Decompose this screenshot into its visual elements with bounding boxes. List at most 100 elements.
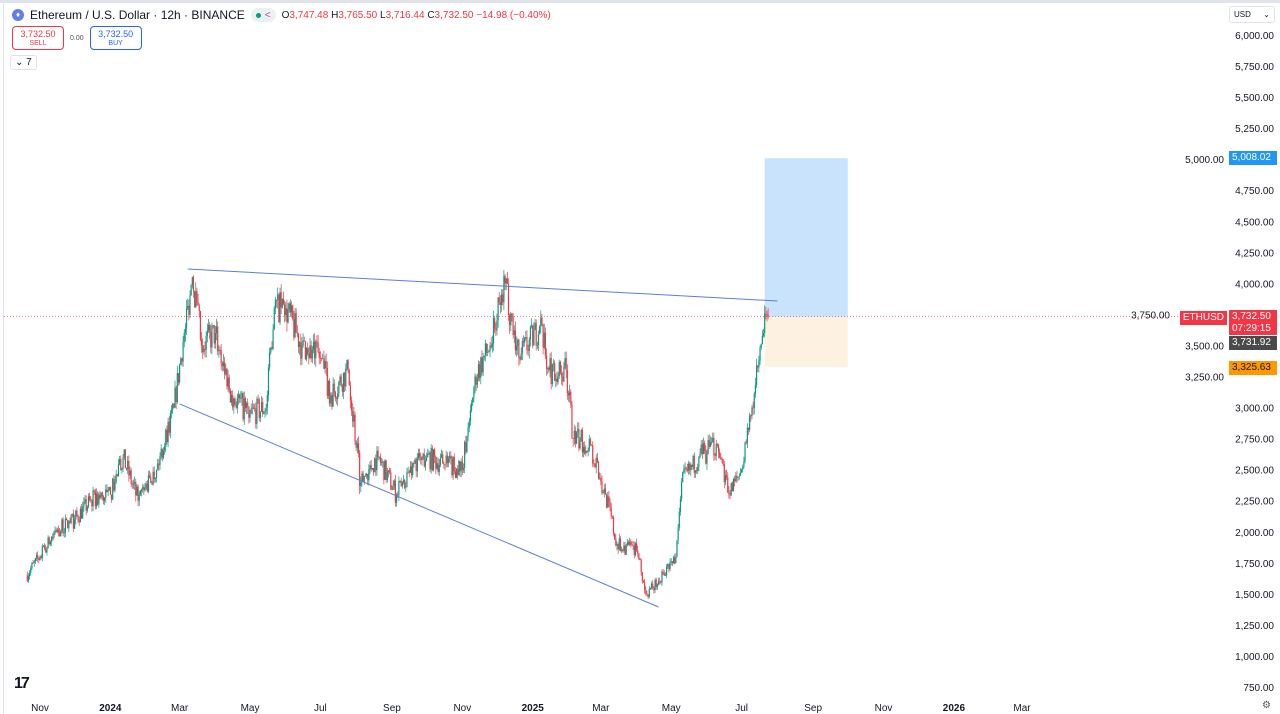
settings-icon[interactable]: ⚙: [1262, 700, 1271, 711]
candle-body: [535, 323, 537, 346]
candle-body: [445, 455, 447, 465]
candle-body: [597, 461, 600, 479]
candle-body: [506, 278, 508, 284]
candle-body: [375, 458, 377, 471]
candle-body: [560, 373, 563, 377]
candle-body: [166, 429, 168, 443]
candle-body: [514, 330, 517, 351]
candle-body: [82, 506, 84, 519]
candle-body: [638, 553, 640, 560]
candle-body: [235, 404, 237, 408]
candle-body: [589, 439, 592, 445]
candle-body: [370, 465, 372, 470]
candle-body: [294, 313, 296, 338]
candle-body: [635, 543, 638, 551]
y-tick-label: 1,500.00: [1235, 590, 1274, 601]
candle-body: [120, 458, 122, 470]
candle-body: [750, 415, 752, 417]
market-status[interactable]: <: [250, 8, 276, 22]
candle-body: [671, 561, 673, 563]
candle-body: [460, 461, 462, 472]
currency-select[interactable]: USD ⌄: [1229, 6, 1275, 23]
candle-body: [377, 450, 379, 458]
x-tick-label: Sep: [804, 703, 822, 714]
candle-body: [414, 459, 416, 464]
candle-body: [715, 443, 717, 456]
indicators-toggle[interactable]: ⌄ 7: [10, 55, 37, 70]
y-tick-label: 750.00: [1243, 683, 1274, 694]
candle-body: [147, 475, 150, 492]
candle-body: [172, 403, 174, 410]
candle-body: [611, 516, 613, 518]
candle-body: [225, 368, 227, 375]
candle-body: [90, 499, 92, 501]
candle-body: [515, 345, 518, 351]
candle-body: [368, 469, 370, 481]
candle-body: [542, 324, 544, 348]
candle-body: [236, 398, 238, 408]
candle-body: [213, 325, 215, 344]
candle-body: [113, 478, 115, 491]
y-tick-label: 2,000.00: [1235, 528, 1274, 539]
candle-body: [766, 314, 768, 316]
candle-body: [467, 427, 469, 436]
candle-body: [747, 427, 750, 430]
symbol-title[interactable]: Ethereum / U.S. Dollar · 12h · BINANCE: [30, 8, 245, 22]
candle-body: [424, 460, 427, 467]
candle-body: [215, 326, 218, 334]
candle-body: [123, 449, 125, 458]
candle-body: [685, 467, 687, 469]
candle-body: [192, 277, 195, 292]
candle-body: [555, 378, 557, 381]
candle-body: [485, 343, 488, 353]
candle-body: [540, 317, 542, 327]
candle-body: [607, 496, 609, 508]
candle-body: [458, 461, 460, 476]
candle-body: [687, 463, 690, 471]
candle-body: [202, 345, 204, 353]
candle-body: [162, 450, 165, 458]
candle-body: [752, 407, 754, 409]
chevron-down-icon: ⌄: [15, 57, 27, 68]
target-price-label: 5,008.02: [1229, 151, 1277, 165]
candle-body: [661, 571, 663, 583]
candle-body: [234, 398, 236, 405]
tradingview-logo[interactable]: 17: [14, 675, 30, 692]
candle-body: [537, 334, 540, 346]
candle-body: [562, 376, 564, 382]
candle-body: [454, 471, 457, 478]
candle-body: [732, 479, 735, 492]
sell-button[interactable]: 3,732.50 SELL: [12, 26, 64, 50]
candle-body: [700, 444, 702, 454]
y-tick-label: 1,750.00: [1235, 559, 1274, 570]
candle-body: [644, 582, 646, 590]
candle-body: [615, 538, 617, 546]
candle-body: [480, 357, 482, 378]
candle-body: [701, 444, 703, 455]
candle-body: [716, 443, 718, 445]
candle-body: [604, 488, 607, 495]
candle-body: [182, 342, 184, 362]
candle-body: [344, 372, 346, 387]
trendline: [179, 403, 659, 608]
candle-body: [435, 457, 437, 469]
candle-body: [645, 589, 647, 594]
candle-body: [423, 453, 425, 467]
candle-body: [550, 358, 552, 384]
candle-body: [634, 543, 637, 556]
candle-body: [175, 387, 177, 403]
candle-body: [229, 389, 231, 403]
buy-button[interactable]: 3,732.50 BUY: [89, 26, 142, 50]
x-tick-label: 2025: [522, 703, 545, 714]
candle-body: [62, 519, 64, 534]
candle-body: [729, 494, 731, 496]
candle-body: [437, 463, 439, 473]
candle-body: [653, 588, 655, 591]
candle-body: [325, 361, 327, 368]
candle-body: [212, 325, 214, 327]
candle-body: [549, 358, 551, 371]
candle-body: [431, 448, 433, 470]
candle-body: [510, 313, 512, 326]
candle-body: [315, 341, 317, 359]
